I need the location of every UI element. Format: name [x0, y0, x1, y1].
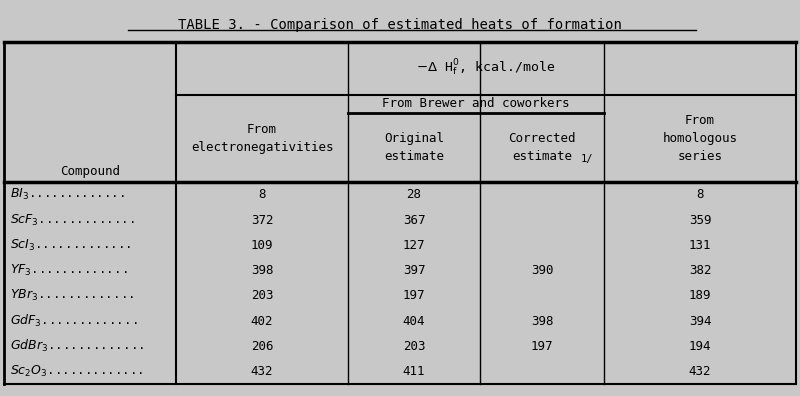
Text: 359: 359 — [689, 213, 711, 227]
Text: $ScF_{3}$.............: $ScF_{3}$............. — [10, 213, 135, 228]
Text: 197: 197 — [402, 289, 426, 302]
Text: $BI_{3}$.............: $BI_{3}$............. — [10, 187, 126, 202]
Text: 1/: 1/ — [581, 154, 593, 164]
Text: 367: 367 — [402, 213, 426, 227]
Text: 189: 189 — [689, 289, 711, 302]
Text: From
electronegativities: From electronegativities — [190, 123, 334, 154]
Text: 398: 398 — [530, 314, 554, 327]
Text: Compound: Compound — [60, 165, 120, 178]
Text: $GdF_{3}$.............: $GdF_{3}$............. — [10, 313, 138, 329]
Text: 131: 131 — [689, 239, 711, 252]
Text: 203: 203 — [402, 340, 426, 353]
Text: $YF_{3}$.............: $YF_{3}$............. — [10, 263, 128, 278]
Text: $ScI_{3}$.............: $ScI_{3}$............. — [10, 238, 132, 253]
Text: $GdBr_{3}$.............: $GdBr_{3}$............. — [10, 338, 145, 354]
Text: 197: 197 — [530, 340, 554, 353]
Text: 390: 390 — [530, 264, 554, 277]
Text: From
homologous
series: From homologous series — [662, 114, 738, 163]
Text: $Sc_2O_3$.............: $Sc_2O_3$............. — [10, 364, 144, 379]
Text: $YBr_{3}$.............: $YBr_{3}$............. — [10, 288, 134, 303]
Text: 109: 109 — [250, 239, 274, 252]
Text: Corrected
estimate: Corrected estimate — [508, 132, 576, 163]
Text: From Brewer and coworkers: From Brewer and coworkers — [382, 97, 570, 110]
Text: 432: 432 — [250, 365, 274, 378]
Text: TABLE 3. - Comparison of estimated heats of formation: TABLE 3. - Comparison of estimated heats… — [178, 18, 622, 32]
Text: 382: 382 — [689, 264, 711, 277]
Text: 8: 8 — [258, 188, 266, 201]
Text: 411: 411 — [402, 365, 426, 378]
Text: 194: 194 — [689, 340, 711, 353]
Text: 404: 404 — [402, 314, 426, 327]
Text: 372: 372 — [250, 213, 274, 227]
Text: 398: 398 — [250, 264, 274, 277]
Text: 28: 28 — [406, 188, 422, 201]
Text: 206: 206 — [250, 340, 274, 353]
Text: 394: 394 — [689, 314, 711, 327]
Text: Original
estimate: Original estimate — [384, 132, 444, 163]
Text: 203: 203 — [250, 289, 274, 302]
Text: 8: 8 — [696, 188, 704, 201]
Text: 402: 402 — [250, 314, 274, 327]
Text: 127: 127 — [402, 239, 426, 252]
Text: 432: 432 — [689, 365, 711, 378]
Text: $-\Delta$ H$_{\sf f}^{\sf 0}$, kcal./mole: $-\Delta$ H$_{\sf f}^{\sf 0}$, kcal./mol… — [416, 58, 556, 78]
Text: 397: 397 — [402, 264, 426, 277]
